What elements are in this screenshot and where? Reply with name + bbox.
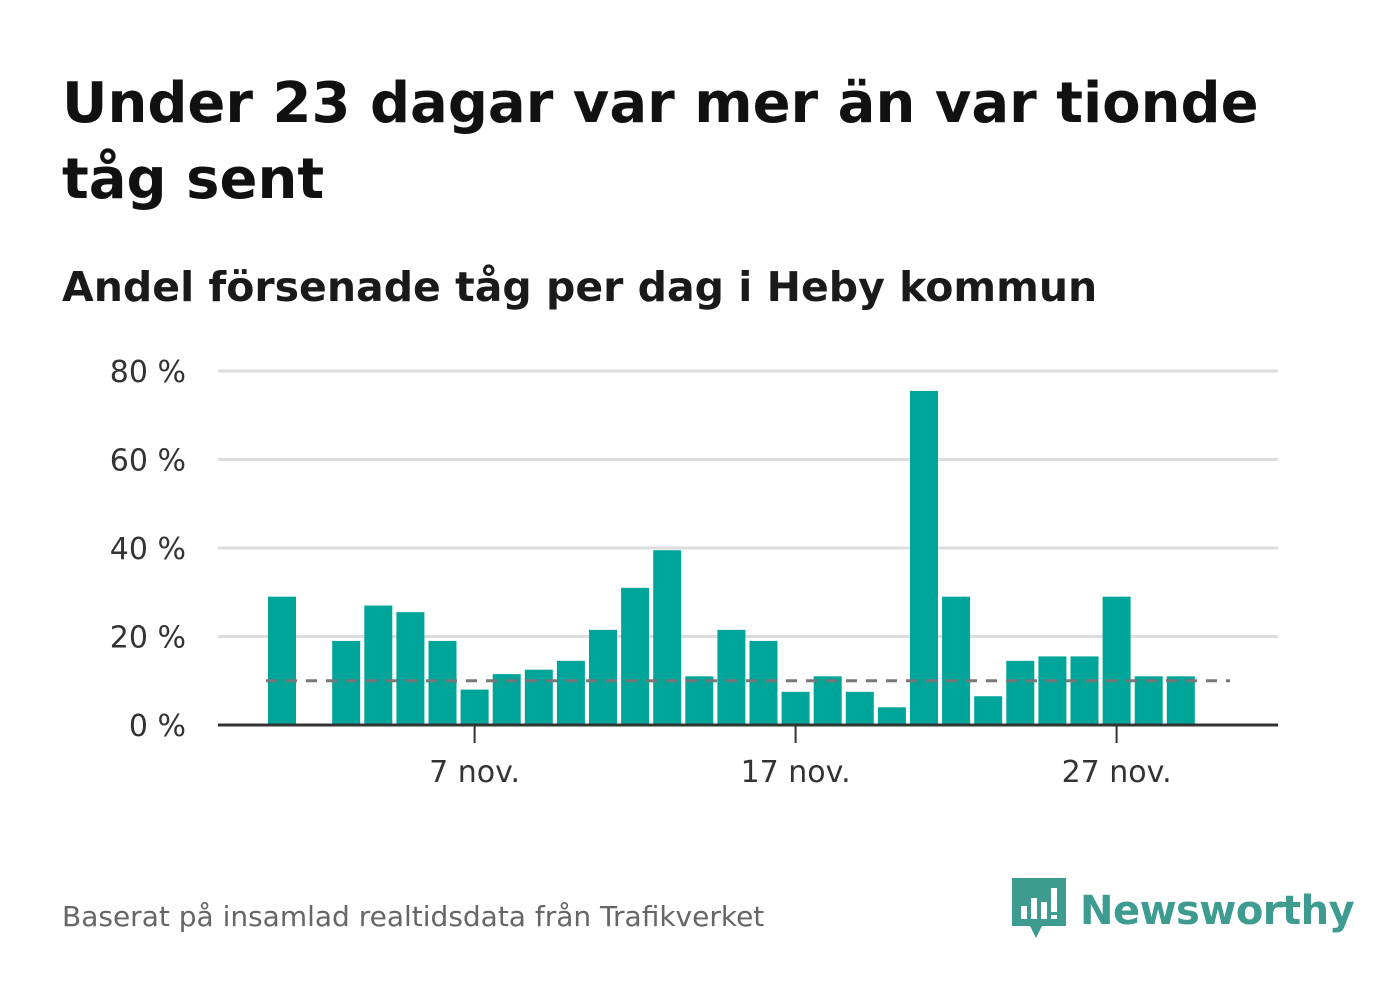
axes: 0 % 20 % 40 % 60 % 80 % 7 nov. 17 nov. 27 nov. — [110, 355, 1278, 790]
x-tick-label: 27 nov. — [1062, 755, 1172, 790]
y-tick-label: 20 % — [110, 621, 186, 656]
bar — [364, 605, 393, 725]
chart-title: Under 23 dagar var mer än var tionde tåg… — [62, 71, 1259, 212]
bar — [1070, 656, 1099, 725]
bar — [845, 691, 874, 725]
bars — [268, 390, 1195, 725]
x-tick-label: 7 nov. — [429, 755, 520, 790]
bar — [910, 390, 938, 725]
brand-name: Newsworthy — [1080, 888, 1355, 934]
gridlines — [218, 369, 1278, 638]
bar — [268, 596, 296, 725]
bar — [653, 550, 682, 725]
bar — [332, 640, 361, 725]
bar — [685, 676, 714, 725]
bar — [877, 707, 906, 725]
y-tick-label: 40 % — [110, 532, 186, 567]
bar-chart: 0 % 20 % 40 % 60 % 80 % 7 nov. 17 nov. 27 nov. — [110, 355, 1278, 790]
bar — [460, 689, 489, 725]
x-tick-label: 17 nov. — [741, 755, 851, 790]
bar — [974, 696, 1003, 725]
y-tick-label: 80 % — [110, 355, 186, 390]
bar — [1038, 656, 1067, 725]
bar — [1166, 676, 1195, 725]
bar — [524, 669, 553, 725]
bar — [621, 587, 650, 725]
source-note: Baserat på insamlad realtidsdata från Tr… — [62, 900, 765, 933]
bar — [1102, 596, 1131, 725]
bar — [781, 691, 810, 725]
bar — [942, 596, 971, 725]
bar — [556, 660, 585, 725]
bar — [589, 629, 617, 725]
y-tick-label: 0 % — [129, 709, 186, 744]
y-tick-label: 60 % — [110, 444, 186, 479]
bar — [749, 640, 778, 725]
brand-logo: Newsworthy — [1012, 878, 1355, 944]
bar — [428, 640, 457, 725]
bar — [717, 629, 746, 725]
bar — [396, 612, 425, 725]
bar — [1134, 676, 1163, 725]
chart-subtitle: Andel försenade tåg per dag i Heby kommu… — [62, 263, 1098, 311]
bar — [1006, 660, 1035, 725]
bar — [492, 674, 521, 725]
bar-chart-speech-bubble-icon — [1012, 878, 1066, 944]
bar — [813, 676, 842, 725]
